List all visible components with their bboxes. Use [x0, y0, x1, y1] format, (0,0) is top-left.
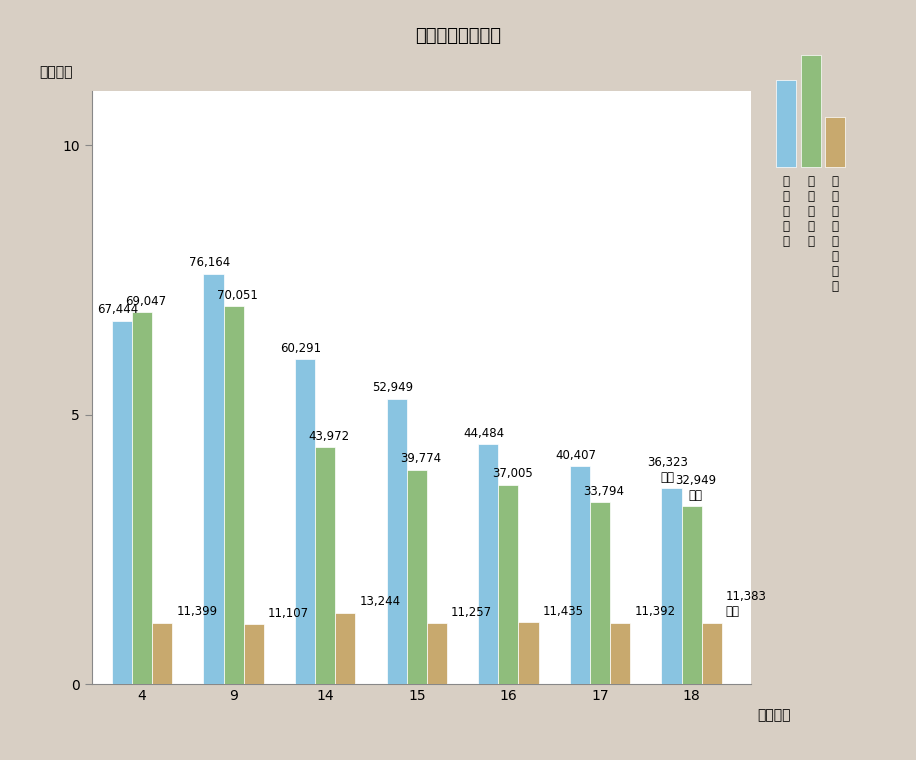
Text: 13,244: 13,244: [359, 595, 400, 608]
Bar: [518, 622, 539, 684]
Text: 52,949: 52,949: [372, 382, 413, 394]
Text: 11,107: 11,107: [267, 606, 309, 620]
Bar: [315, 447, 335, 684]
Text: 39,774: 39,774: [400, 452, 442, 465]
Text: 69,047: 69,047: [125, 295, 167, 308]
Text: 67,444: 67,444: [97, 303, 138, 316]
Bar: [610, 622, 630, 684]
Bar: [244, 624, 264, 684]
Text: 36,323
億円: 36,323 億円: [647, 456, 688, 484]
Bar: [224, 306, 244, 684]
Bar: [702, 622, 722, 684]
Bar: [407, 470, 427, 684]
Text: 76,164: 76,164: [189, 256, 230, 269]
Bar: [152, 622, 172, 684]
Bar: [112, 321, 132, 684]
Text: 37,005: 37,005: [492, 467, 533, 480]
Bar: [590, 502, 610, 684]
Text: 44,484: 44,484: [463, 427, 505, 440]
Text: （年度）: （年度）: [758, 708, 791, 722]
Text: （兆円）: （兆円）: [38, 65, 72, 79]
Text: 11,383
億円: 11,383 億円: [725, 591, 767, 619]
Bar: [427, 623, 447, 684]
Text: 60,291: 60,291: [280, 342, 322, 355]
Bar: [132, 312, 152, 684]
Bar: [682, 506, 702, 684]
Text: 33,794: 33,794: [583, 485, 625, 498]
Text: 43,972: 43,972: [309, 429, 350, 443]
Bar: [387, 399, 407, 684]
Text: 11,257: 11,257: [451, 606, 492, 619]
Text: 補
助
事
業
費: 補 助 事 業 費: [782, 175, 790, 248]
Bar: [661, 488, 682, 684]
Bar: [203, 274, 224, 684]
Text: 国
直
轄
事
業
負
担
金: 国 直 轄 事 業 負 担 金: [832, 175, 839, 293]
Text: 70,051: 70,051: [217, 289, 258, 302]
Text: 11,392: 11,392: [634, 605, 675, 619]
Text: その２　都道府県: その２ 都道府県: [415, 27, 501, 45]
Text: 40,407: 40,407: [555, 449, 596, 462]
Bar: [570, 466, 590, 684]
Bar: [335, 613, 355, 684]
Text: 11,399: 11,399: [176, 605, 217, 618]
Text: 単
独
事
業
費: 単 独 事 業 費: [807, 175, 814, 248]
Bar: [498, 485, 518, 684]
Text: 32,949
億円: 32,949 億円: [675, 474, 716, 502]
Bar: [478, 445, 498, 684]
Text: 11,435: 11,435: [542, 605, 583, 618]
Bar: [295, 359, 315, 684]
